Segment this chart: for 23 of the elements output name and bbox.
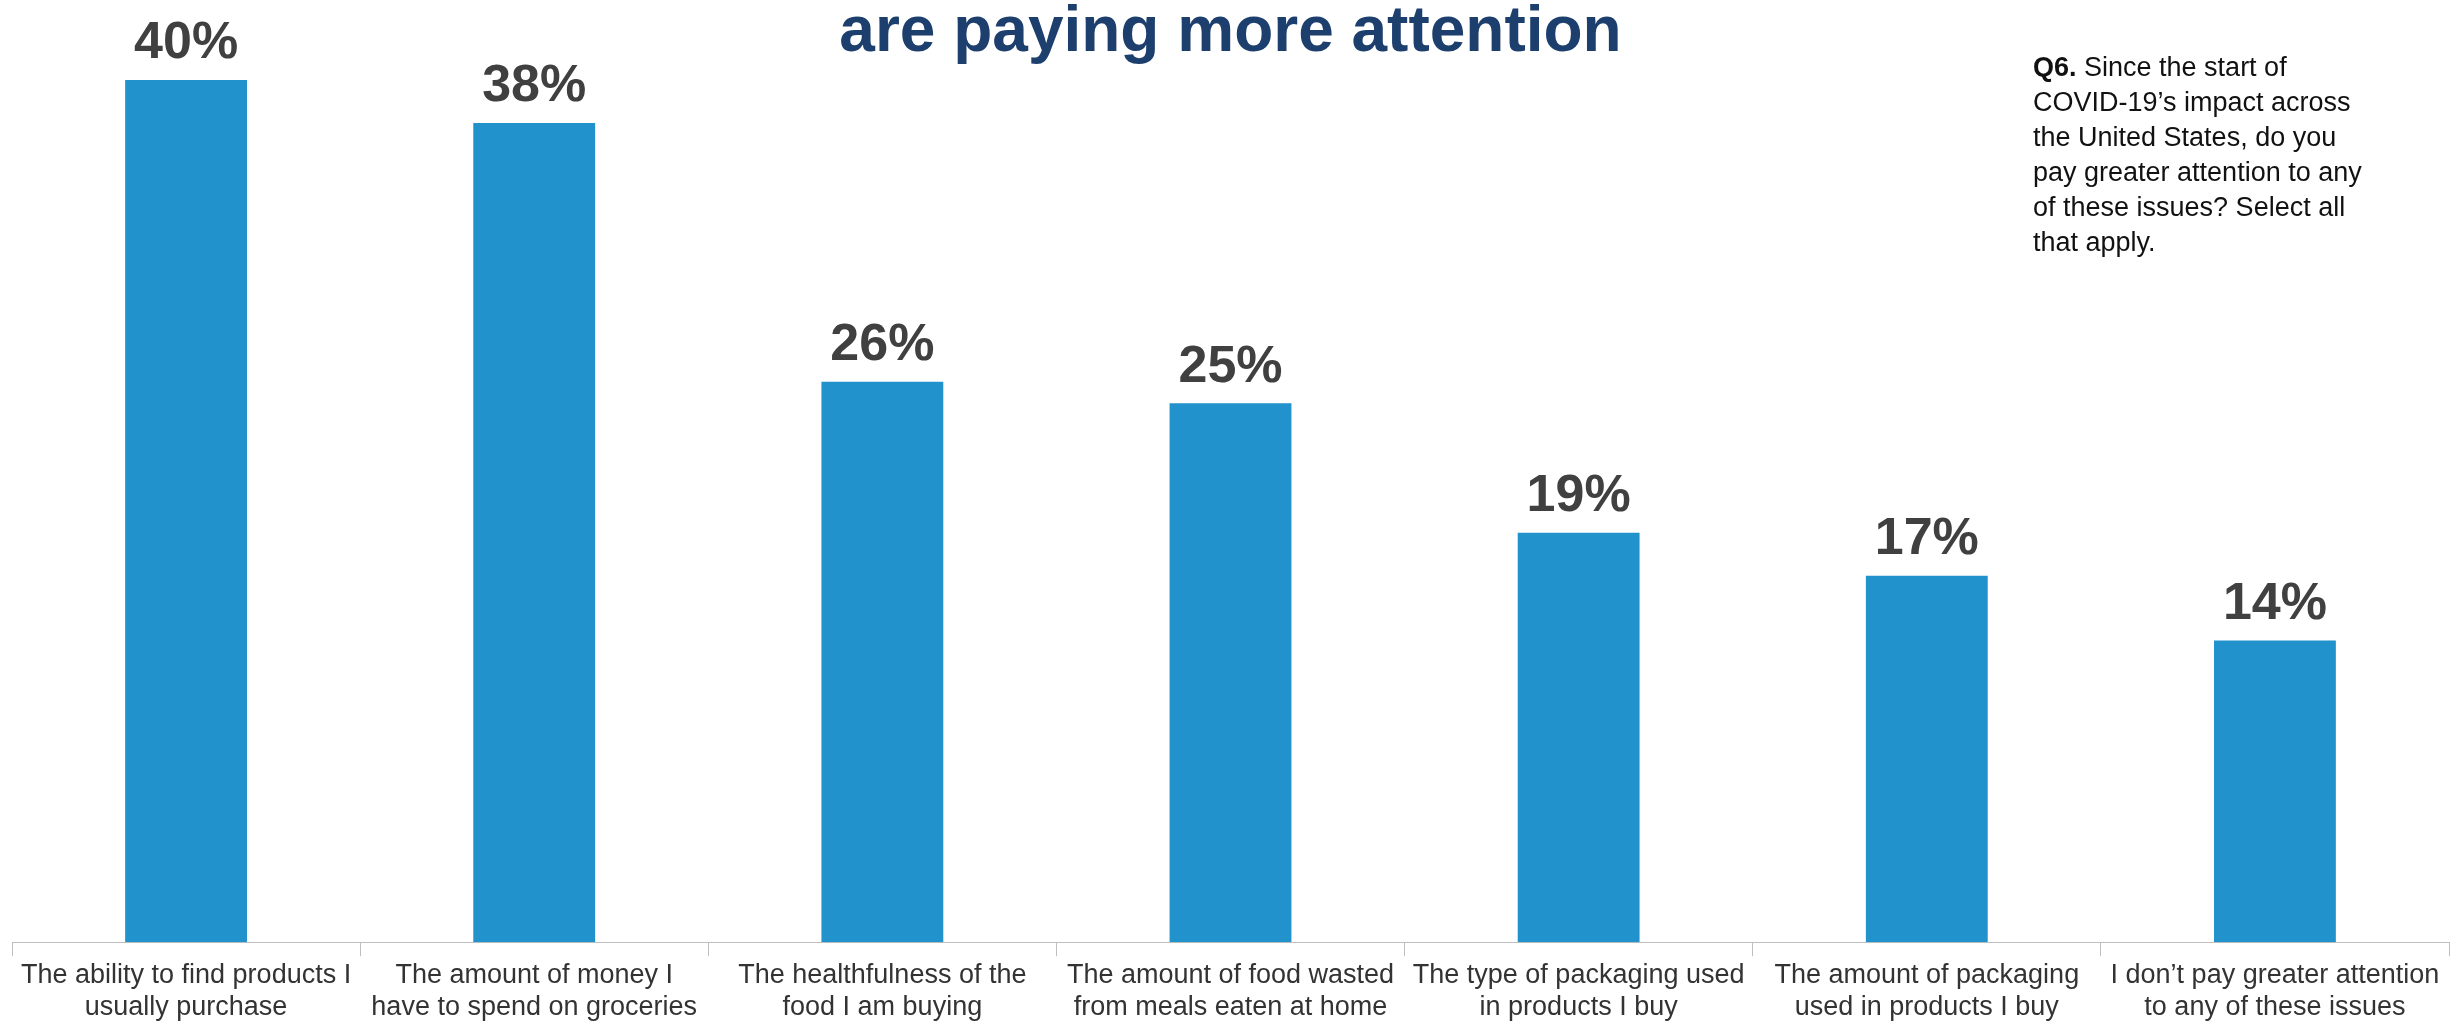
data-label: 19% [1526,464,1631,522]
x-tick-label: The type of packaging used in products I buy [1412,958,1745,1022]
data-label: 25% [1178,334,1283,393]
x-tick-label: I don’t pay greater attention to any of these issues [2110,958,2440,1022]
x-tick-label: The amount of money I have to spend on groceries [371,958,698,1022]
annotation: Q6. Since the start of COVID-19’s impact across the United States, do you pay greater attention to any of these issues? Select all that apply. [2033,51,2363,259]
bar [1517,532,1640,943]
bar [1865,575,1988,943]
data-label: 38% [482,54,587,113]
x-tick-label: The healthfulness of the food I am buying [738,958,1027,1022]
x-tick-label: The amount of food wasted from meals eaten at home [1066,958,1395,1022]
data-label: 40% [134,11,239,70]
x-tick-label: The ability to find products I usually purchase [20,958,352,1022]
bar [1169,403,1292,943]
bar [821,381,944,943]
bar [473,123,596,943]
chart-title: are paying more attention [839,0,1622,65]
bar [2214,640,2336,943]
data-label: 14% [2222,571,2327,630]
data-label: 26% [830,313,935,372]
data-label: 17% [1874,507,1979,566]
x-tick-label: The amount of packaging used in products I buy [1774,958,2080,1022]
bar [125,80,247,943]
